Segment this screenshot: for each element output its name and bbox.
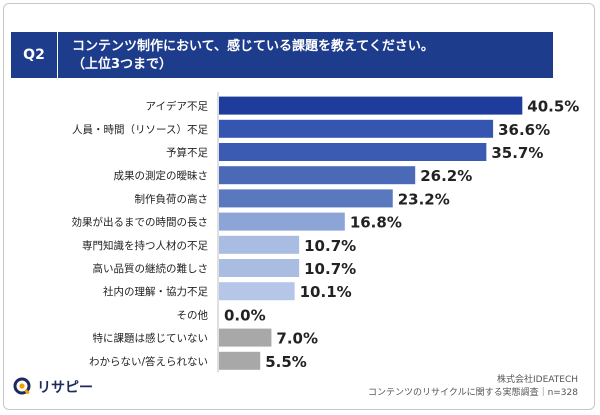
q-circle-icon — [13, 377, 31, 395]
category-label: 特に課題は感じていない — [93, 332, 209, 345]
category-label: 予算不足 — [166, 146, 208, 159]
footer-company: 株式会社IDEATECH — [497, 375, 578, 385]
value-label: 16.8% — [350, 214, 402, 232]
value-label: 0.0% — [224, 306, 266, 324]
bar — [219, 189, 393, 208]
bar — [219, 282, 295, 301]
category-label: 専門知識を持つ人材の不足 — [82, 239, 208, 252]
category-label: わからない/答えられない — [89, 355, 208, 368]
bar — [219, 96, 523, 115]
category-label: 高い品質の継続の難しさ — [93, 262, 209, 275]
value-label: 7.0% — [276, 330, 318, 348]
bar — [219, 166, 416, 185]
value-label: 5.5% — [265, 353, 307, 371]
brand-name: リサピー — [37, 380, 93, 396]
category-label: アイデア不足 — [146, 100, 209, 113]
category-label: 効果が出るまでの時間の長さ — [72, 216, 209, 229]
category-label: 社内の理解・協力不足 — [103, 285, 208, 298]
category-label: 制作負荷の高さ — [135, 192, 209, 205]
question-header: コンテンツ制作において、感じている課題を教えてください。 （上位3つまで） — [58, 32, 553, 78]
question-number: Q2 — [11, 32, 57, 78]
value-label: 35.7% — [491, 144, 543, 162]
value-label: 26.2% — [420, 167, 472, 185]
value-label: 36.6% — [498, 121, 550, 139]
value-label: 10.1% — [300, 283, 352, 301]
value-label: 23.2% — [398, 190, 450, 208]
question-text: コンテンツ制作において、感じている課題を教えてください。 — [72, 39, 434, 54]
footer-survey: コンテンツのリサイクルに関する実態調査｜n=328 — [368, 388, 578, 398]
bar — [219, 328, 272, 347]
bar — [219, 119, 494, 138]
value-label: 10.7% — [304, 260, 356, 278]
category-label: 人員・時間（リソース）不足 — [72, 124, 208, 136]
category-label: その他 — [177, 308, 209, 321]
bar — [219, 351, 261, 370]
bar — [219, 212, 345, 231]
bar — [219, 259, 300, 277]
bar — [219, 143, 487, 161]
question-note: （上位3つまで） — [72, 57, 173, 72]
value-label: 40.5% — [527, 98, 579, 116]
value-label: 10.7% — [304, 237, 356, 255]
category-label: 成果の測定の曖昧さ — [114, 169, 209, 182]
bar — [219, 235, 300, 254]
brand-logo: リサピー — [12, 376, 93, 398]
